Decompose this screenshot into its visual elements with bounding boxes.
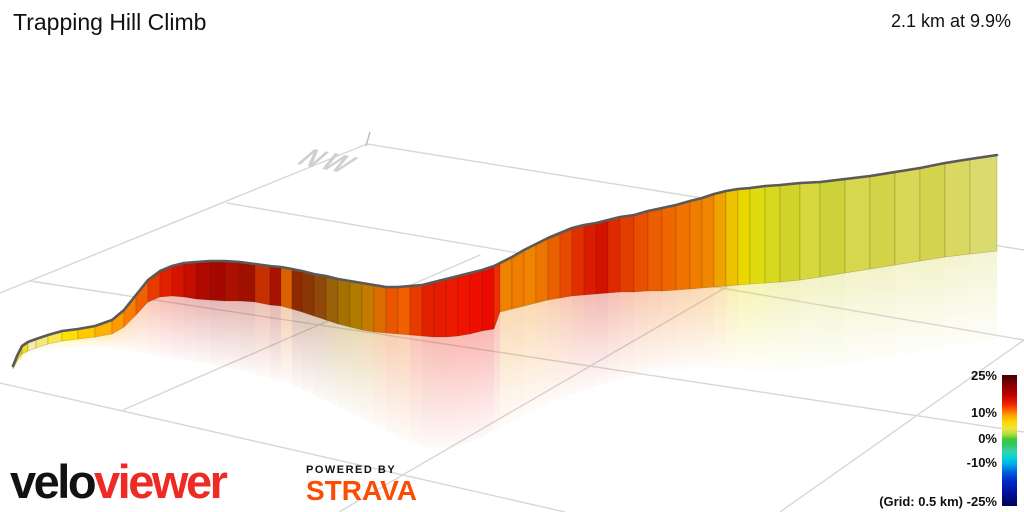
strava-wordmark: STRAVA <box>306 475 417 506</box>
strava-logo[interactable]: POWERED BY STRAVA <box>306 464 417 507</box>
veloviewer-logo[interactable]: veloviewer <box>10 455 228 508</box>
page-title: Trapping Hill Climb <box>13 9 207 35</box>
profile-top-edge-line <box>11 153 999 368</box>
veloviewer-logo-velo: velo <box>10 455 97 508</box>
ribbon-fade-curtain <box>13 250 997 448</box>
ribbon-solid-wall <box>12 155 998 370</box>
powered-by-label: POWERED BY <box>306 464 397 476</box>
segment-stats: 2.1 km at 9.9% <box>890 11 1011 31</box>
veloviewer-logo-viewer: viewer <box>94 455 228 508</box>
